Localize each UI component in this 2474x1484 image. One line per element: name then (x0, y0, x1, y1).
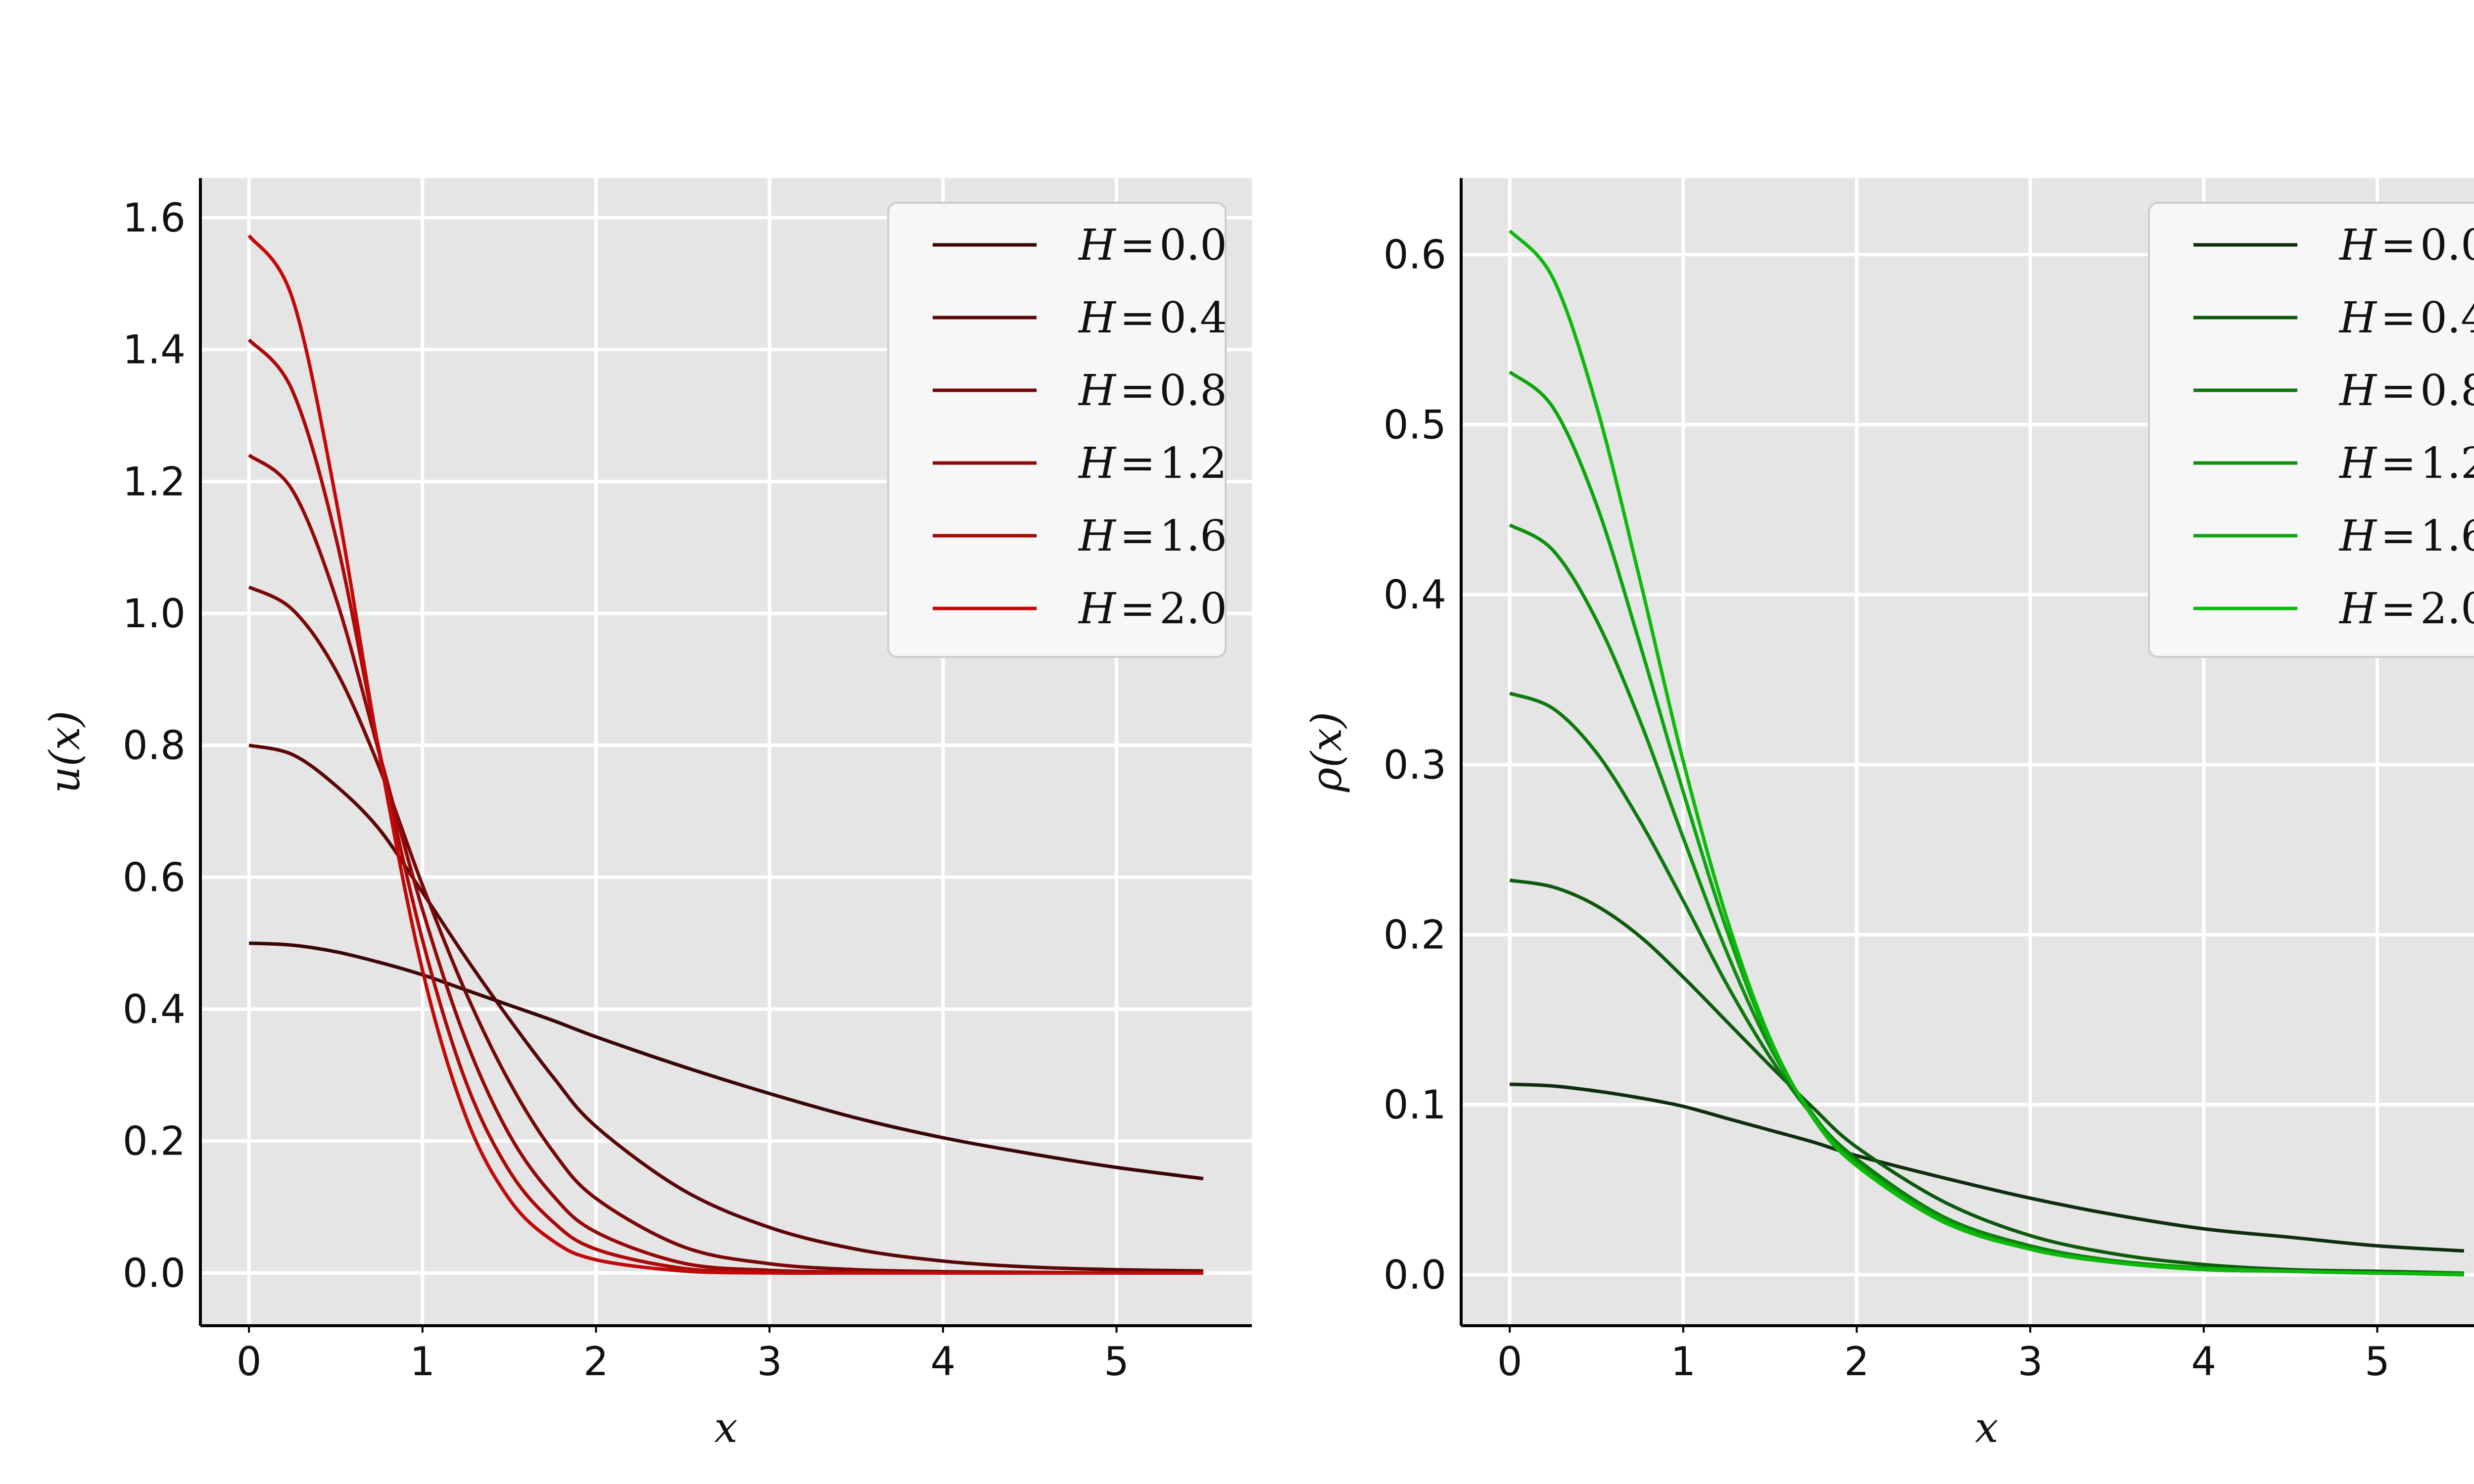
right-legend-label: H=0.0 (2338, 221, 2474, 270)
left-legend-label: H=0.0 (1078, 221, 1227, 270)
left-x-tick-label: 0 (237, 1339, 262, 1385)
right-legend-label: H=2.0 (2338, 584, 2474, 634)
right-y-tick-labels: 0.0 0.1 0.2 0.3 0.4 0.5 0.6 (1383, 232, 1446, 1298)
right-x-tick-label: 4 (2191, 1339, 2216, 1385)
left-y-tick-label: 1.2 (123, 459, 186, 505)
right-y-tick-label: 0.1 (1383, 1082, 1446, 1128)
right-x-tick-label: 2 (1844, 1339, 1869, 1385)
right-x-tick-label: 1 (1670, 1339, 1696, 1385)
left-y-tick-label: 0.0 (123, 1250, 186, 1296)
right-y-axis-label: ρ(x) (1302, 712, 1351, 792)
left-x-tick-label: 2 (583, 1339, 609, 1385)
right-x-tick-labels: 0 1 2 3 4 5 (1497, 1326, 2390, 1385)
left-y-tick-label: 1.6 (123, 195, 186, 241)
right-y-tick-label: 0.0 (1383, 1252, 1446, 1298)
left-x-axis-label: x (714, 1403, 737, 1452)
right-y-tick-label: 0.2 (1383, 912, 1446, 958)
right-y-tick-label: 0.3 (1383, 742, 1446, 788)
left-y-tick-label: 1.0 (123, 591, 186, 637)
left-x-tick-label: 3 (757, 1339, 782, 1385)
left-y-tick-label: 1.4 (123, 327, 186, 373)
left-series-line-5 (247, 234, 1203, 1275)
left-legend-label: H=0.4 (1078, 293, 1227, 343)
left-x-tick-labels: 0 1 2 3 4 5 (237, 1326, 1129, 1385)
left-x-tick-label: 5 (1104, 1339, 1129, 1385)
left-y-axis-label: u(x) (41, 710, 89, 793)
right-legend: H=0.0 H=0.4 H=0.8 H=1.2 H=1.6 H=2.0 (2148, 202, 2474, 658)
left-legend-label: H=2.0 (1078, 584, 1227, 634)
left-series-line-1 (248, 743, 1203, 1273)
left-y-tick-label: 0.4 (123, 986, 186, 1032)
left-legend-label: H=1.6 (1078, 511, 1227, 561)
left-x-tick-label: 4 (930, 1339, 955, 1385)
left-x-tick-label: 1 (410, 1339, 435, 1385)
left-chart: 0 1 2 3 4 5 0.0 0.2 0.4 0.6 0.8 1.0 1.2 1.4 1.6 x u(x… (41, 178, 1252, 1452)
right-series-line-1 (1509, 879, 2464, 1275)
right-y-tick-label: 0.4 (1383, 572, 1446, 618)
right-legend-label: H=1.6 (2338, 511, 2474, 561)
right-x-tick-label: 3 (2018, 1339, 2043, 1385)
right-legend-label: H=0.4 (2338, 293, 2474, 343)
left-series-line-0 (249, 941, 1204, 1181)
right-chart: 0 1 2 3 4 5 0.0 0.1 0.2 0.3 0.4 0.5 0.6 x ρ(x) H=0.… (1302, 178, 2474, 1452)
left-series-lines (247, 234, 1204, 1275)
left-y-tick-labels: 0.0 0.2 0.4 0.6 0.8 1.0 1.2 1.4 1.6 (123, 195, 186, 1296)
left-legend-label: H=0.8 (1078, 366, 1227, 416)
right-y-tick-label: 0.5 (1383, 402, 1446, 448)
right-series-line-0 (1510, 1082, 2465, 1253)
right-x-tick-label: 0 (1497, 1339, 1522, 1385)
right-legend-label: H=0.8 (2338, 366, 2474, 416)
left-legend: H=0.0 H=0.4 H=0.8 H=1.2 H=1.6 H=2.0 (887, 202, 1227, 658)
right-series-lines (1508, 230, 2465, 1277)
left-y-tick-label: 0.6 (123, 854, 186, 900)
right-x-axis-label: x (1975, 1403, 1998, 1452)
left-y-tick-label: 0.8 (123, 723, 186, 769)
right-series-line-5 (1508, 230, 2464, 1277)
right-y-tick-label: 0.6 (1383, 232, 1446, 278)
right-legend-label: H=1.2 (2338, 439, 2474, 488)
right-x-tick-label: 5 (2365, 1339, 2390, 1385)
left-y-tick-label: 0.2 (123, 1118, 186, 1164)
left-legend-label: H=1.2 (1078, 439, 1227, 488)
